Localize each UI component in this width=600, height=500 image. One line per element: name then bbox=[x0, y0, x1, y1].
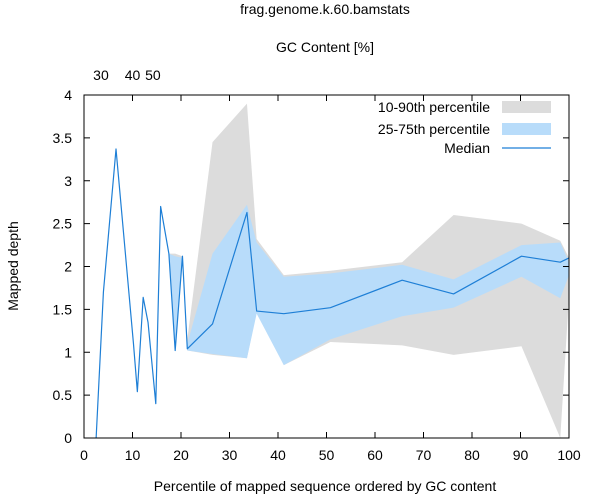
x-tick-label: 40 bbox=[270, 447, 286, 463]
x-tick-label: 100 bbox=[557, 447, 581, 463]
top-tick-label: 40 bbox=[125, 67, 141, 83]
legend-swatch bbox=[502, 101, 551, 113]
x-tick-label: 80 bbox=[464, 447, 480, 463]
y-tick-label: 1 bbox=[64, 344, 72, 360]
x-tick-label: 20 bbox=[173, 447, 189, 463]
y-axis-label: Mapped depth bbox=[5, 221, 21, 311]
plot-area bbox=[95, 103, 570, 439]
top-tick-label: 50 bbox=[145, 67, 161, 83]
top-axis-label: GC Content [%] bbox=[276, 39, 374, 55]
band-25-75 bbox=[159, 204, 570, 366]
x-tick-label: 60 bbox=[367, 447, 383, 463]
legend-label: 25-75th percentile bbox=[378, 121, 490, 137]
y-tick-label: 3.5 bbox=[53, 130, 73, 146]
y-tick-label: 2 bbox=[64, 259, 72, 275]
median-line bbox=[95, 148, 570, 439]
legend-label: 10-90th percentile bbox=[378, 99, 490, 115]
x-tick-label: 70 bbox=[416, 447, 432, 463]
y-tick-label: 1.5 bbox=[53, 301, 73, 317]
x-tick-label: 90 bbox=[513, 447, 529, 463]
y-tick-label: 4 bbox=[64, 87, 72, 103]
y-tick-label: 0.5 bbox=[53, 387, 73, 403]
x-tick-label: 30 bbox=[222, 447, 238, 463]
top-tick-label: 30 bbox=[93, 67, 109, 83]
y-tick-label: 2.5 bbox=[53, 216, 73, 232]
axes: 0 10 20 30 40 50 60 70 80 90 10000.511.522.533.543… bbox=[53, 67, 581, 463]
y-tick-label: 0 bbox=[64, 430, 72, 446]
x-tick-label: 0 bbox=[80, 447, 88, 463]
legend: 10-90th percentile 25-75th percentile Medi… bbox=[378, 99, 551, 156]
chart-title: frag.genome.k.60.bamstats bbox=[240, 1, 410, 17]
x-tick-label: 10 bbox=[125, 447, 141, 463]
legend-label: Median bbox=[444, 140, 490, 156]
y-tick-label: 3 bbox=[64, 173, 72, 189]
x-tick-label: 50 bbox=[319, 447, 335, 463]
x-axis-label: Percentile of mapped sequence ordered by… bbox=[154, 478, 497, 494]
legend-swatch bbox=[502, 123, 551, 135]
